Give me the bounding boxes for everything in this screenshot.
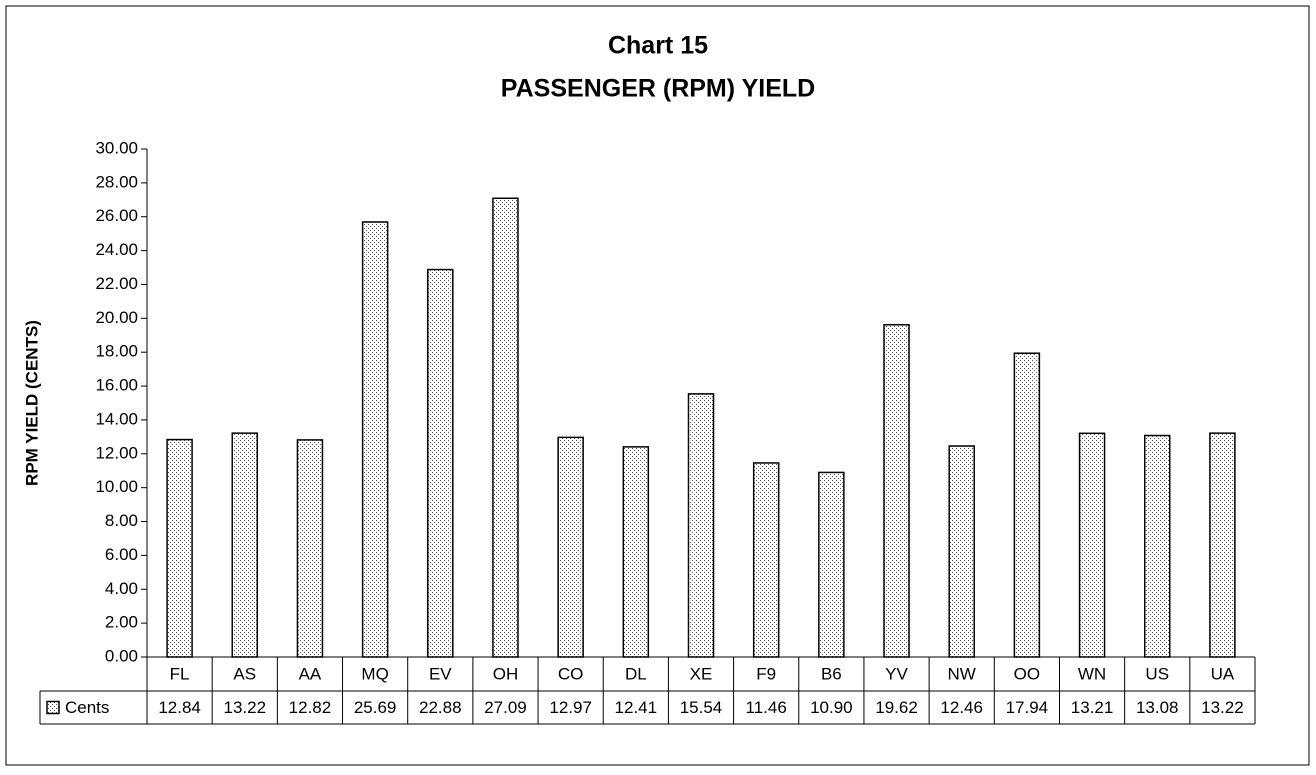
y-tick-label: 22.00 bbox=[95, 274, 138, 293]
x-tick-label: F9 bbox=[756, 664, 776, 683]
y-tick-label: 28.00 bbox=[95, 172, 138, 191]
value-label: 17.94 bbox=[1006, 698, 1049, 717]
chart-border bbox=[5, 5, 1310, 766]
bar bbox=[948, 445, 975, 658]
bar bbox=[622, 446, 650, 658]
x-tick-label: FL bbox=[170, 664, 190, 683]
x-tick-label: NW bbox=[948, 664, 976, 683]
y-tick-label: 26.00 bbox=[95, 206, 138, 225]
bar bbox=[1013, 352, 1041, 658]
bar bbox=[1078, 432, 1106, 658]
bar bbox=[883, 324, 910, 658]
value-label: 12.46 bbox=[940, 698, 983, 717]
y-tick-label: 8.00 bbox=[105, 511, 138, 530]
x-tick-label: US bbox=[1145, 664, 1169, 683]
value-label: 13.22 bbox=[223, 698, 266, 717]
x-tick-label: WN bbox=[1078, 664, 1106, 683]
y-tick-label: 30.00 bbox=[95, 138, 138, 157]
y-tick-label: 10.00 bbox=[95, 477, 138, 496]
bar bbox=[752, 462, 780, 658]
bar bbox=[231, 432, 259, 658]
y-tick-label: 6.00 bbox=[105, 545, 138, 564]
bar bbox=[1143, 434, 1171, 658]
value-label: 22.88 bbox=[419, 698, 462, 717]
bar bbox=[361, 221, 389, 658]
y-tick-label: 2.00 bbox=[105, 613, 138, 632]
legend-key bbox=[46, 700, 60, 715]
x-tick-label: CO bbox=[558, 664, 584, 683]
x-tick-label: B6 bbox=[821, 664, 842, 683]
value-label: 12.84 bbox=[158, 698, 201, 717]
bar bbox=[427, 268, 454, 658]
y-tick-label: 16.00 bbox=[95, 376, 138, 395]
y-tick-label: 4.00 bbox=[105, 579, 138, 598]
value-label: 19.62 bbox=[875, 698, 918, 717]
bar bbox=[492, 197, 519, 658]
chart-subtitle: PASSENGER (RPM) YIELD bbox=[501, 75, 815, 103]
bar bbox=[818, 471, 845, 658]
value-label: 11.46 bbox=[746, 698, 787, 717]
value-label: 12.41 bbox=[615, 698, 658, 717]
bar bbox=[557, 436, 584, 658]
x-tick-label: AA bbox=[299, 664, 322, 683]
value-label: 13.08 bbox=[1136, 698, 1179, 717]
x-tick-label: UA bbox=[1211, 664, 1235, 683]
y-tick-label: 14.00 bbox=[95, 409, 138, 428]
y-tick-label: 12.00 bbox=[95, 443, 138, 462]
x-tick-label: DL bbox=[625, 664, 647, 683]
bar bbox=[296, 439, 324, 658]
value-label: 12.82 bbox=[289, 698, 332, 717]
x-tick-label: OO bbox=[1014, 664, 1040, 683]
x-tick-label: EV bbox=[429, 664, 452, 683]
bar bbox=[687, 393, 715, 658]
y-tick-label: 24.00 bbox=[95, 240, 138, 259]
value-label: 25.69 bbox=[354, 698, 397, 717]
y-tick-label: 0.00 bbox=[105, 646, 138, 665]
y-tick-label: 20.00 bbox=[95, 308, 138, 327]
x-tick-label: MQ bbox=[361, 664, 388, 683]
value-label: 13.22 bbox=[1201, 698, 1244, 717]
x-tick-label: YV bbox=[885, 664, 908, 683]
value-label: 27.09 bbox=[484, 698, 527, 717]
bar bbox=[1209, 432, 1236, 658]
value-label: 10.90 bbox=[810, 698, 853, 717]
chart-title: Chart 15 bbox=[608, 32, 708, 60]
x-tick-label: OH bbox=[493, 664, 519, 683]
bar bbox=[166, 438, 193, 658]
x-tick-label: AS bbox=[233, 664, 256, 683]
x-tick-label: XE bbox=[690, 664, 713, 683]
value-label: 13.21 bbox=[1071, 698, 1114, 717]
y-tick-label: 18.00 bbox=[95, 342, 138, 361]
legend-label: Cents bbox=[65, 698, 109, 717]
value-label: 12.97 bbox=[549, 698, 592, 717]
y-axis-label: RPM YIELD (CENTS) bbox=[22, 320, 41, 486]
value-label: 15.54 bbox=[680, 698, 723, 717]
